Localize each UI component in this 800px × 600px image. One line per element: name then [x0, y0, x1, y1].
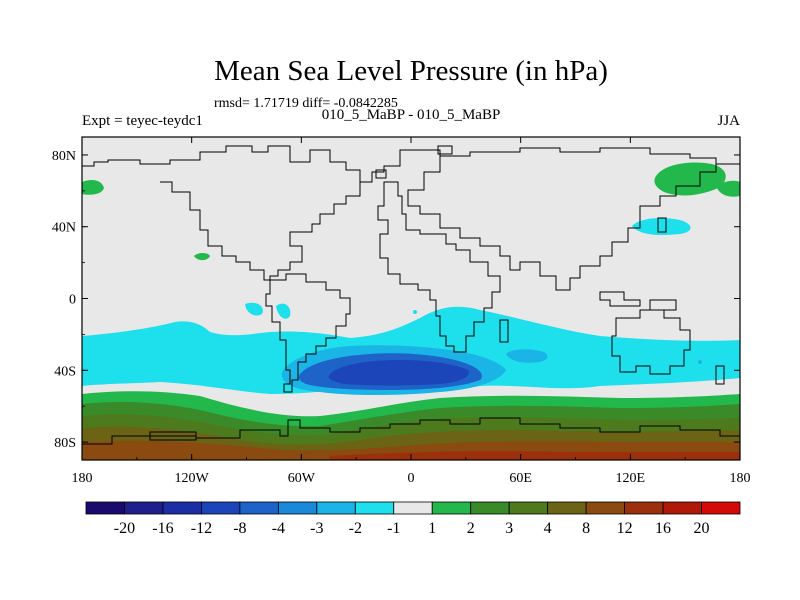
colorbar-swatch-7: [354, 501, 395, 515]
colorbar-label-8: 1: [428, 520, 436, 537]
colorbar-swatch-12: [547, 501, 587, 515]
colorbar-label-3: -8: [233, 520, 246, 537]
coast-indonesia: [599, 291, 641, 307]
shade-core-minus4-atlantic: [328, 360, 469, 386]
shade-patch-minus1-atlantic: [276, 303, 291, 319]
colorbar-label-4: -4: [272, 520, 285, 537]
y-tick-label-3: 40S: [54, 364, 76, 379]
coast-antarctica: [82, 417, 740, 445]
coast-new-zealand: [715, 365, 725, 385]
coast-iceland: [375, 169, 387, 179]
shade-patch-minus1-pacific: [245, 302, 263, 316]
colorbar-label-6: -2: [349, 520, 362, 537]
shade-patch-minus1-nwpacific: [632, 218, 691, 236]
colorbar-label-5: -3: [310, 520, 323, 537]
coast-new-guinea: [649, 299, 677, 311]
axes: 180 120W 60W 0 60E 120E 180 80N 40N 0 40S 80S: [52, 137, 751, 486]
colorbar-swatch-4: [239, 501, 279, 515]
colorbar-label-12: 8: [582, 520, 590, 537]
experiment-label: Expt = teyec-teydc1: [82, 113, 203, 129]
colorbar-label-15: 20: [694, 520, 710, 537]
shade-patch-plus1-eastedge: [716, 180, 740, 197]
y-tick-label-4: 80S: [54, 436, 76, 451]
colorbar-swatch-16: [701, 501, 741, 515]
y-tick-label-1: 40N: [52, 221, 76, 236]
colorbar-swatch-14: [624, 501, 664, 515]
x-tick-label-6: 180: [730, 471, 751, 486]
colorbar-label-11: 4: [544, 520, 552, 537]
colorbar: -20 -16 -12 -8 -4 -3 -2 -1 1 2 3 4 8 12 16 20: [85, 501, 741, 537]
colorbar-swatch-13: [585, 501, 625, 515]
shade-patch-minus2-indian: [506, 349, 548, 363]
shade-patch-plus1-nepacific: [654, 162, 726, 196]
colorbar-swatch-11: [508, 501, 549, 515]
colorbar-label-13: 12: [617, 520, 633, 537]
colorbar-swatch-5: [277, 501, 318, 515]
coast-asia: [407, 156, 717, 291]
colorbar-label-10: 3: [505, 520, 513, 537]
coast-japan: [657, 217, 667, 233]
shade-band-plus12-south: [330, 451, 740, 460]
shade-dot-minus1-indian: [698, 360, 702, 364]
x-tick-label-2: 60W: [288, 471, 316, 486]
coast-south-america: [265, 273, 351, 393]
y-tick-label-2: 0: [69, 293, 76, 308]
colorbar-label-7: -1: [387, 520, 400, 537]
stats-label: rmsd= 1.71719 diff= -0.0842285: [214, 96, 398, 111]
coast-ross-ice: [149, 435, 197, 441]
x-tick-label-4: 60E: [509, 471, 532, 486]
colorbar-swatch-6: [316, 501, 356, 515]
x-tick-label-3: 0: [408, 471, 415, 486]
coastlines: [82, 145, 740, 445]
colorbar-label-0: -20: [114, 520, 135, 537]
season-label: JJA: [717, 113, 740, 129]
shade-dot-minus1-africa: [413, 310, 417, 314]
colorbar-swatch-3: [201, 501, 241, 515]
period-label: 010_5_MaBP - 010_5_MaBP: [322, 107, 501, 123]
colorbar-label-14: 16: [655, 520, 671, 537]
colorbar-swatch-1: [124, 501, 164, 515]
map-area: [82, 137, 740, 460]
shade-patch-plus1-bering: [82, 180, 104, 195]
colorbar-swatch-0: [85, 501, 125, 515]
shade-patch-plus1-epacific: [194, 253, 210, 261]
x-tick-label-1: 120W: [175, 471, 210, 486]
colorbar-label-9: 2: [467, 520, 475, 537]
field-shading: [82, 162, 740, 460]
colorbar-swatch-15: [662, 501, 702, 515]
colorbar-label-1: -16: [152, 520, 173, 537]
x-tick-label-0: 180: [72, 471, 93, 486]
coast-australia: [611, 309, 691, 375]
coast-northern-landmass: [82, 145, 740, 183]
coast-africa-europe: [377, 181, 501, 353]
coast-madagascar: [499, 319, 509, 343]
coast-north-america: [160, 181, 361, 281]
y-tick-label-0: 80N: [52, 149, 76, 164]
colorbar-swatch-8: [393, 501, 433, 515]
colorbar-swatch-10: [470, 501, 510, 515]
x-tick-label-5: 120E: [616, 471, 646, 486]
coast-arctic-island: [437, 145, 453, 155]
colorbar-swatch-9: [431, 501, 472, 515]
colorbar-label-2: -12: [191, 520, 212, 537]
chart-title: Mean Sea Level Pressure (in hPa): [214, 55, 608, 87]
colorbar-swatch-2: [162, 501, 202, 515]
